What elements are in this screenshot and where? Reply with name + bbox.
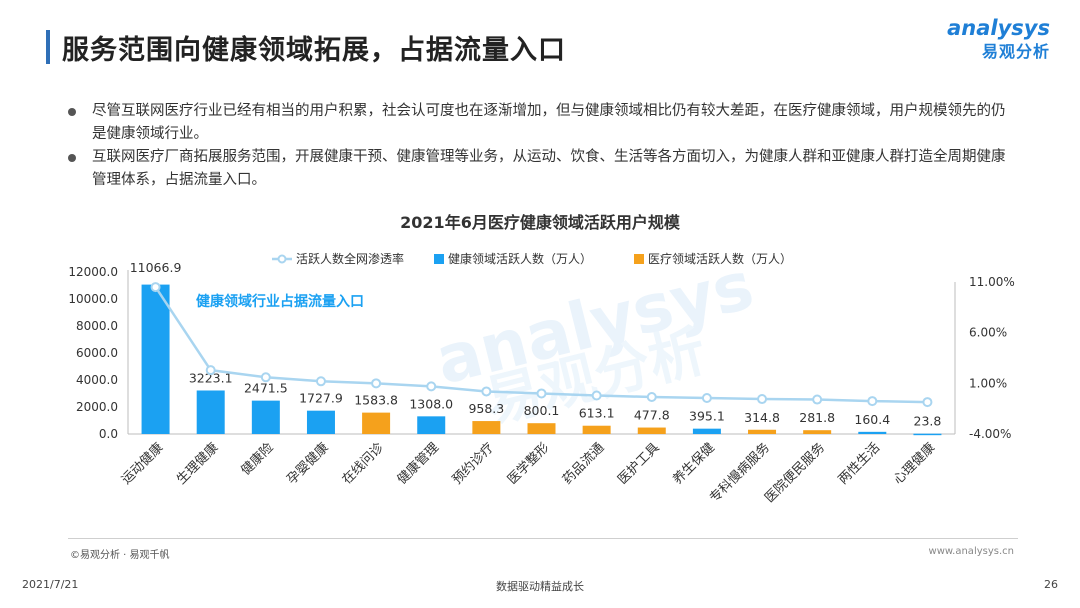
y-tick-label: 12000.0 bbox=[68, 265, 118, 279]
x-category-label: 医学整形 bbox=[504, 440, 552, 488]
bar-health bbox=[692, 428, 721, 434]
bar-value-label: 477.8 bbox=[634, 408, 670, 423]
bar-health bbox=[306, 410, 335, 434]
bar-health bbox=[251, 400, 280, 434]
line-point bbox=[591, 390, 602, 401]
website-url: www.analysys.cn bbox=[928, 546, 1014, 557]
bar-value-label: 800.1 bbox=[524, 403, 560, 418]
x-category-label: 健康险 bbox=[238, 440, 277, 479]
bar-value-label: 1583.8 bbox=[354, 393, 398, 408]
page-title: 服务范围向健康领域拓展，占据流量入口 bbox=[62, 35, 566, 66]
bar-medical bbox=[748, 429, 777, 434]
bar-medical bbox=[803, 430, 832, 434]
bar-value-label: 1727.9 bbox=[299, 391, 343, 406]
bar-medical bbox=[362, 412, 391, 434]
bar-value-label: 281.8 bbox=[799, 410, 835, 425]
legend-swatch-medical bbox=[634, 254, 644, 264]
line-point bbox=[315, 376, 326, 387]
legend-swatch-health bbox=[434, 254, 444, 264]
line-point bbox=[371, 378, 382, 389]
x-category-label: 养生保健 bbox=[670, 440, 718, 488]
x-category-label: 孕婴健康 bbox=[284, 440, 332, 488]
bullet-item: 互联网医疗厂商拓展服务范围，开展健康干预、健康管理等业务，从运动、饮食、生活等各… bbox=[68, 146, 1018, 192]
bar-health bbox=[913, 433, 942, 436]
bar-medical bbox=[637, 427, 666, 434]
source-note: ©易观分析 · 易观千帆 bbox=[70, 550, 170, 561]
x-category-label: 两性生活 bbox=[836, 440, 883, 487]
y-tick-label: 4000.0 bbox=[76, 373, 118, 387]
bar-value-label: 1308.0 bbox=[409, 396, 453, 411]
legend-label: 医疗领域活跃人数（万人） bbox=[648, 251, 792, 266]
bullet-dot-icon bbox=[68, 108, 76, 116]
x-category-label: 医护工具 bbox=[615, 440, 662, 487]
x-category-label: 生理健康 bbox=[173, 440, 221, 488]
line-point bbox=[812, 394, 823, 405]
slogan: 数据驱动精益成长 bbox=[496, 580, 584, 593]
chart-annotation: 健康领域行业占据流量入口 bbox=[196, 293, 364, 310]
bar-health bbox=[858, 431, 887, 434]
y-tick-label: 6000.0 bbox=[76, 346, 118, 360]
bullet-item: 尽管互联网医疗行业已经有相当的用户积累，社会认可度也在逐渐增加，但与健康领域相比… bbox=[68, 100, 1018, 146]
line-point bbox=[922, 397, 933, 408]
x-category-label: 预约诊疗 bbox=[450, 440, 497, 487]
line-point bbox=[260, 372, 271, 383]
chart-title: 2021年6月医疗健康领域活跃用户规模 bbox=[400, 213, 680, 232]
line-point bbox=[536, 388, 547, 399]
x-category-label: 药品流通 bbox=[560, 440, 607, 487]
logo-text-en: analysys bbox=[947, 16, 1050, 40]
x-category-label: 运动健康 bbox=[118, 440, 166, 488]
page-number: 26 bbox=[1044, 578, 1058, 591]
line-point bbox=[867, 396, 878, 407]
y-tick-label: 0.0 bbox=[99, 427, 118, 441]
bar-value-label: 23.8 bbox=[914, 414, 942, 429]
bar-value-label: 958.3 bbox=[468, 401, 504, 416]
y-tick-label: 8000.0 bbox=[76, 319, 118, 333]
y-tick-label: 2000.0 bbox=[76, 400, 118, 414]
line-point bbox=[701, 393, 712, 404]
bar-medical bbox=[527, 423, 556, 434]
report-date: 2021/7/21 bbox=[22, 578, 79, 591]
y2-tick-label: 11.00% bbox=[969, 275, 1015, 289]
logo-text-cn: 易观分析 bbox=[981, 42, 1050, 61]
x-category-label: 心理健康 bbox=[890, 440, 938, 488]
line-point bbox=[481, 386, 492, 397]
legend-line-marker bbox=[277, 254, 287, 264]
line-point bbox=[426, 381, 437, 392]
y-tick-label: 10000.0 bbox=[68, 292, 118, 306]
bar-value-label: 395.1 bbox=[689, 409, 725, 424]
legend-label: 活跃人数全网渗透率 bbox=[296, 251, 404, 266]
bar-health bbox=[141, 284, 170, 434]
line-point bbox=[646, 392, 657, 403]
bar-health bbox=[417, 416, 446, 434]
bar-medical bbox=[582, 425, 611, 434]
legend-label: 健康领域活跃人数（万人） bbox=[448, 251, 592, 266]
x-category-label: 在线问诊 bbox=[340, 440, 387, 487]
bullet-list: 尽管互联网医疗行业已经有相当的用户积累，社会认可度也在逐渐增加，但与健康领域相比… bbox=[68, 100, 1018, 192]
bar-value-label: 11066.9 bbox=[130, 260, 182, 275]
y2-tick-label: 1.00% bbox=[969, 376, 1007, 390]
y2-tick-label: 6.00% bbox=[969, 326, 1007, 340]
bar-value-label: 3223.1 bbox=[189, 370, 233, 385]
title-accent-bar bbox=[46, 30, 50, 64]
bar-medical bbox=[472, 421, 501, 434]
line-point bbox=[150, 282, 161, 293]
bullet-text: 尽管互联网医疗行业已经有相当的用户积累，社会认可度也在逐渐增加，但与健康领域相比… bbox=[92, 103, 1006, 142]
bar-value-label: 613.1 bbox=[579, 406, 615, 421]
line-point bbox=[757, 394, 768, 405]
bar-value-label: 160.4 bbox=[854, 412, 890, 427]
line-point bbox=[205, 365, 216, 376]
bar-health bbox=[196, 390, 225, 434]
analysys-logo: analysys 易观分析 bbox=[947, 16, 1050, 62]
footer-divider bbox=[68, 538, 1018, 539]
x-category-label: 健康管理 bbox=[394, 440, 442, 488]
bullet-dot-icon bbox=[68, 154, 76, 162]
y2-tick-label: -4.00% bbox=[969, 427, 1011, 441]
bar-value-label: 314.8 bbox=[744, 410, 780, 425]
bullet-text: 互联网医疗厂商拓展服务范围，开展健康干预、健康管理等业务，从运动、饮食、生活等各… bbox=[92, 149, 1006, 188]
bar-value-label: 2471.5 bbox=[244, 381, 288, 396]
